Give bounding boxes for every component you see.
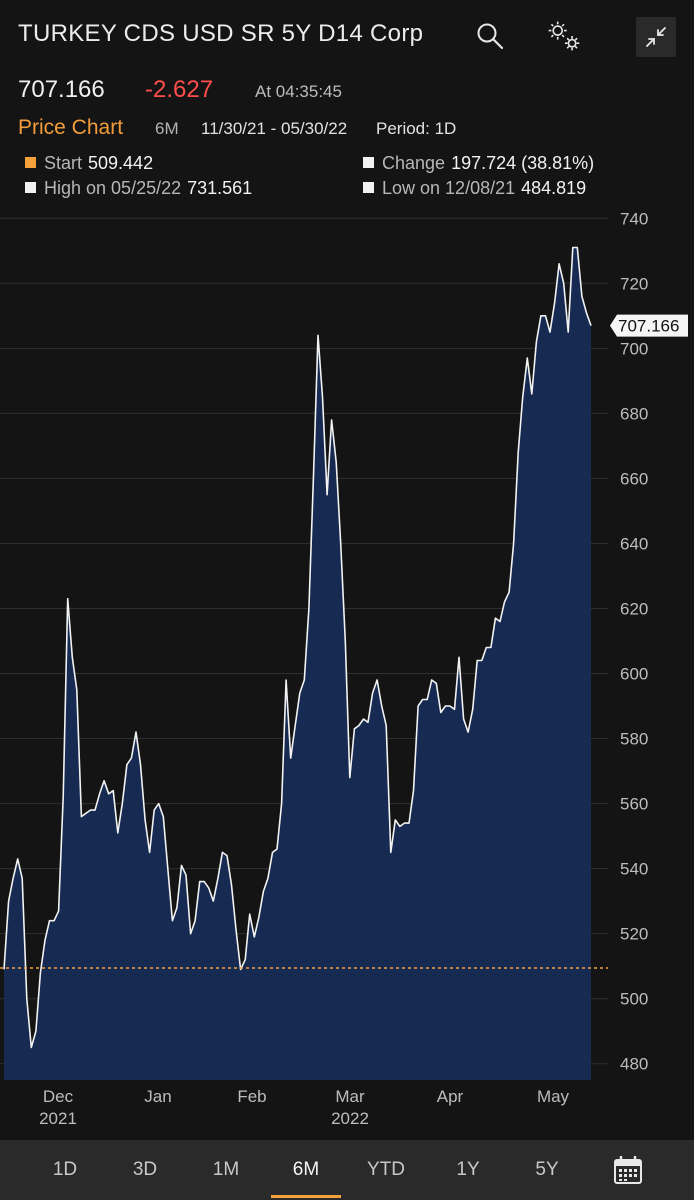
price-chart[interactable]: 740 720 700 680 660 640 620 600 580 560 540 520 500 4… <box>0 202 694 1140</box>
stat-low-value: 484.819 <box>521 178 587 198</box>
collapse-button[interactable] <box>636 17 676 57</box>
price-area <box>4 247 591 1080</box>
x-tick-year-label: 2021 <box>39 1109 77 1128</box>
x-tick-label: May <box>537 1087 570 1106</box>
net-change: -2.627 <box>145 76 214 103</box>
tab-1d[interactable]: 1D <box>52 1159 78 1180</box>
y-tick-label: 520 <box>620 925 648 944</box>
y-tick-label: 620 <box>620 599 648 618</box>
gear-icon <box>548 21 580 51</box>
y-tick-label: 660 <box>620 469 648 488</box>
settings-button[interactable] <box>546 18 582 54</box>
stat-start-value: 509.442 <box>88 153 154 173</box>
stat-change-label: Change <box>382 153 446 173</box>
y-tick-label: 600 <box>620 665 648 684</box>
y-tick-label: 500 <box>620 990 648 1009</box>
quote-row: 707.166 -2.627 At 04:35:45 <box>18 76 678 108</box>
y-tick-label: 680 <box>620 404 648 423</box>
calendar-icon <box>614 1156 642 1184</box>
stat-low: Low on 12/08/21 484.819 <box>363 178 586 199</box>
x-tick-year-label: 2022 <box>331 1109 369 1128</box>
x-tick-label: Jan <box>144 1087 171 1106</box>
high-marker-icon <box>25 182 36 193</box>
tab-1y[interactable]: 1Y <box>456 1159 480 1180</box>
tab-6m[interactable]: 6M <box>271 1140 341 1200</box>
x-tick-label: Mar <box>335 1087 365 1106</box>
tab-1m[interactable]: 1M <box>212 1159 240 1180</box>
price-line <box>3 246 592 1049</box>
search-icon <box>477 23 504 50</box>
y-tick-label: 640 <box>620 534 648 553</box>
chart-header: Price Chart 6M 11/30/21 - 05/30/22 Perio… <box>18 116 678 142</box>
y-tick-label: 480 <box>620 1055 648 1074</box>
y-tick-label: 580 <box>620 730 648 749</box>
stat-high: High on 05/25/22 731.561 <box>25 178 252 199</box>
stat-low-label: Low on 12/08/21 <box>382 178 516 198</box>
stat-high-value: 731.561 <box>187 178 253 198</box>
last-value-badge <box>610 314 688 337</box>
change-marker-icon <box>363 157 374 168</box>
tab-5y[interactable]: 5Y <box>535 1159 559 1180</box>
last-value-label: 707.166 <box>618 317 679 336</box>
x-tick-label: Dec <box>43 1087 74 1106</box>
chart-date-range: 11/30/21 - 05/30/22 <box>201 119 348 138</box>
x-tick-label: Feb <box>237 1087 266 1106</box>
y-tick-label: 700 <box>620 339 648 358</box>
calendar-button[interactable] <box>612 1154 644 1186</box>
quote-time: At 04:35:45 <box>255 82 342 101</box>
stat-high-label: High on 05/25/22 <box>44 178 182 198</box>
header: TURKEY CDS USD SR 5Y D14 Corp <box>0 0 694 72</box>
security-title: TURKEY CDS USD SR 5Y D14 Corp <box>18 20 424 47</box>
start-marker-icon <box>25 157 36 168</box>
y-tick-label: 720 <box>620 274 648 293</box>
last-price: 707.166 <box>18 76 105 103</box>
x-tick-label: Apr <box>437 1087 464 1106</box>
tab-ytd[interactable]: YTD <box>367 1159 405 1180</box>
y-tick-label: 540 <box>620 860 648 879</box>
y-tick-label: 560 <box>620 795 648 814</box>
period-tab-bar: 1D 3D 1M 6M YTD 1Y 5Y <box>0 1140 694 1200</box>
stat-start-label: Start <box>44 153 83 173</box>
collapse-icon <box>646 27 666 47</box>
y-tick-label: 740 <box>620 209 648 228</box>
chart-title: Price Chart <box>18 116 124 139</box>
low-marker-icon <box>363 182 374 193</box>
stat-start: Start 509.442 <box>25 153 153 174</box>
chart-period: 6M <box>155 119 179 138</box>
stat-change-value: 197.724 (38.81%) <box>451 153 595 173</box>
stat-change: Change 197.724 (38.81%) <box>363 153 594 174</box>
chart-interval: Period: 1D <box>376 119 457 138</box>
tab-3d[interactable]: 3D <box>132 1159 158 1180</box>
search-button[interactable] <box>472 18 508 54</box>
